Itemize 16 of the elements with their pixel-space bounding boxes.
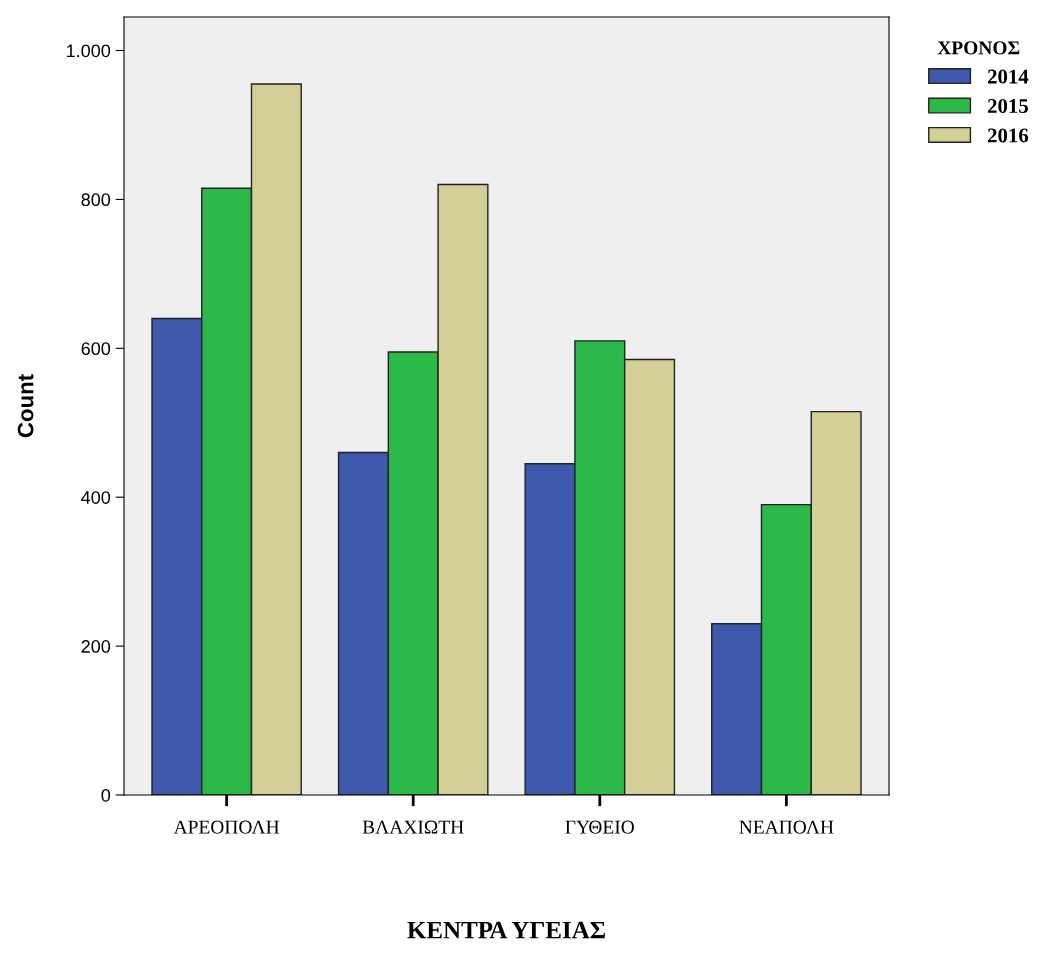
y-tick-label: 1.000 bbox=[67, 44, 111, 58]
x-tick-label: ΒΛΑΧΙΩΤΗ bbox=[362, 820, 464, 834]
legend-label: 2015 bbox=[987, 98, 1028, 114]
y-tick-label: 0 bbox=[101, 788, 111, 802]
legend-label: 2014 bbox=[987, 69, 1029, 84]
legend-title: ΧΡΟΝΟΣ bbox=[937, 41, 1020, 55]
legend-label: 2016 bbox=[987, 128, 1029, 143]
y-tick-label: 400 bbox=[81, 491, 111, 504]
x-tick-label: ΑΡΕΟΠΟΛΗ bbox=[173, 820, 280, 834]
x-tick-label: ΝΕΑΠΟΛΗ bbox=[739, 820, 834, 834]
y-tick-label: 800 bbox=[81, 193, 111, 207]
x-axis-title: ΚΕΝΤΡΑ ΥΓΕΙΑΣ bbox=[407, 921, 605, 939]
y-axis-title: Count bbox=[17, 374, 34, 438]
x-tick-label: ΓΥΘΕΙΟ bbox=[565, 820, 634, 834]
y-tick-label: 200 bbox=[81, 640, 111, 653]
y-tick-label: 600 bbox=[81, 342, 111, 356]
